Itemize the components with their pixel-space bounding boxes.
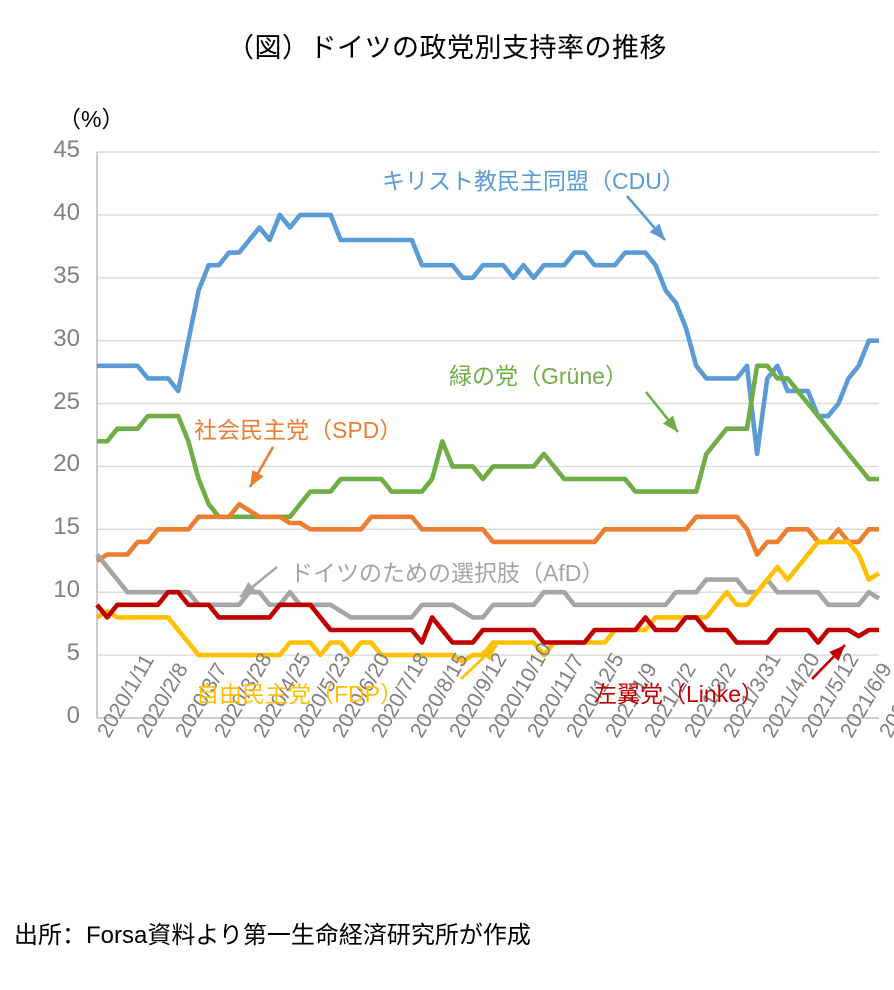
annotation-label-cdu: キリスト教民主同盟（CDU） <box>382 168 685 194</box>
annotation-arrow-gruene <box>644 391 680 433</box>
series-line-afd <box>95 553 881 620</box>
series-line-linke <box>95 589 879 645</box>
annotation-arrow-fdp <box>460 644 498 680</box>
annotation-arrow-afd <box>239 565 278 599</box>
series-line-cdu <box>97 212 879 457</box>
y-tick-label-20: 20 <box>53 450 80 478</box>
y-tick-label-0: 0 <box>66 702 80 729</box>
y-tick-label-30: 30 <box>53 324 80 352</box>
annotation-label-linke: 左翼党（Linke） <box>594 681 764 707</box>
annotation-label-afd: ドイツのための選択肢（AfD） <box>290 560 605 586</box>
y-tick-label-40: 40 <box>53 198 80 226</box>
annotation-label-gruene: 緑の党（Grüne） <box>449 363 628 389</box>
annotation-label-fdp: 自由民主党（FDP） <box>196 681 403 707</box>
series-line-spd <box>95 501 879 563</box>
y-tick-label-45: 45 <box>53 136 80 163</box>
annotation-label-spd: 社会民主党（SPD） <box>194 417 403 443</box>
y-axis-unit-label: （%） <box>58 106 125 132</box>
y-tick-label-5: 5 <box>66 639 80 667</box>
annotation-arrow-linke <box>811 644 846 680</box>
annotation-arrow-spd <box>248 446 275 488</box>
y-tick-label-15: 15 <box>53 513 80 541</box>
y-tick-label-25: 25 <box>53 387 80 415</box>
chart-title: （図）ドイツの政党別支持率の推移 <box>227 33 667 63</box>
source-note: 出所：Forsa資料より第一生命経済研究所が作成 <box>14 922 531 949</box>
annotation-arrow-cdu <box>626 195 666 241</box>
y-tick-label-35: 35 <box>53 261 80 289</box>
y-tick-label-10: 10 <box>53 576 80 604</box>
